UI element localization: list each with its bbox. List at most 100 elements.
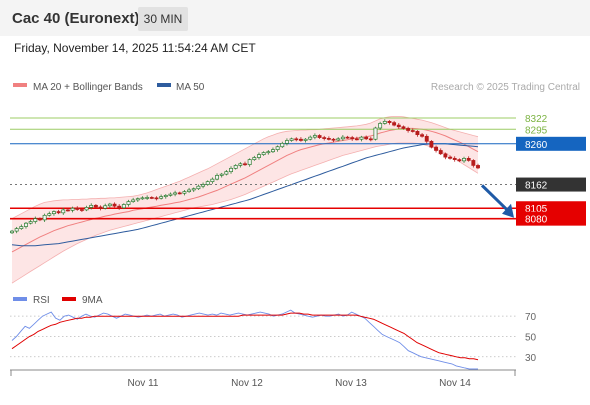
candle-body — [33, 218, 38, 222]
candle-body — [271, 149, 275, 153]
candle-body — [56, 211, 61, 214]
projection-arrow-head — [502, 203, 514, 218]
candle-body — [448, 156, 452, 159]
candle-body — [177, 192, 182, 195]
bollinger-band-fill — [12, 116, 478, 284]
candle-body — [112, 203, 117, 207]
candle-body — [14, 228, 19, 232]
rsi-ma-legend-label: 9MA — [82, 295, 103, 306]
ma20-legend-label: MA 20 + Bollinger Bands — [33, 82, 143, 93]
candle-body — [215, 175, 219, 180]
candle-body — [145, 197, 150, 199]
candle-body — [434, 146, 439, 151]
candle-body — [210, 178, 215, 182]
candle-body — [471, 160, 476, 166]
candle-body — [79, 209, 84, 211]
candle-body — [392, 122, 397, 126]
candle-body — [438, 150, 443, 155]
candle-body — [10, 230, 14, 234]
candle-body — [201, 184, 206, 187]
time-tick-label: Nov 13 — [335, 378, 367, 389]
candle-body — [219, 173, 224, 176]
candle-body — [163, 195, 168, 197]
candle-body — [326, 138, 331, 140]
candle-body — [298, 138, 303, 141]
projection-arrow — [480, 184, 510, 212]
candle-body — [340, 136, 345, 140]
level-label-8260: 8260 — [525, 140, 548, 151]
candle-body — [275, 146, 280, 150]
candle-body — [247, 159, 252, 165]
ma50-legend-label: MA 50 — [176, 82, 205, 93]
candle-body — [126, 201, 131, 205]
candle-body — [61, 209, 66, 214]
rsi-tick-50: 50 — [525, 332, 537, 343]
candle-body — [294, 138, 299, 141]
candle-body — [382, 121, 387, 124]
level-label-8322: 8322 — [525, 114, 548, 125]
candle-body — [284, 140, 289, 144]
candle-body — [51, 211, 56, 215]
candle-body — [38, 218, 42, 221]
rsi-legend-swatch — [13, 297, 27, 301]
candle-body — [238, 163, 243, 166]
candle-body — [187, 189, 192, 192]
candle-body — [93, 204, 98, 208]
rsi-line — [11, 309, 478, 370]
rsi-tick-70: 70 — [525, 312, 537, 323]
candle-body — [154, 197, 159, 200]
timeframe-badge[interactable]: 30 MIN — [138, 7, 188, 31]
candle-body — [70, 207, 75, 211]
candle-body — [331, 138, 336, 141]
candle-body — [252, 157, 257, 160]
candle-body — [261, 152, 266, 155]
candle-body — [75, 207, 80, 210]
candle-body — [173, 192, 178, 195]
candle-body — [280, 143, 285, 148]
candle-body — [406, 128, 411, 131]
level-label-8105: 8105 — [525, 204, 548, 215]
ma50-legend-swatch — [157, 83, 171, 87]
candle-body — [196, 185, 201, 190]
candle-body — [42, 214, 47, 221]
rsi-legend-label: RSI — [33, 295, 50, 306]
candle-body — [378, 123, 383, 129]
candle-body — [452, 158, 457, 160]
candle-body — [19, 226, 24, 229]
level-label-8162: 8162 — [525, 181, 548, 192]
ma20-line — [11, 127, 479, 253]
candle-body — [84, 207, 89, 211]
candle-body — [429, 140, 434, 148]
candle-body — [345, 136, 350, 139]
candle-body — [131, 199, 136, 202]
chart-credit: Research © 2025 Trading Central — [431, 82, 580, 93]
level-badge-8162 — [516, 177, 586, 192]
level-badge-8260 — [516, 136, 586, 151]
candle-body — [476, 165, 480, 169]
candle-body — [28, 221, 33, 224]
candle-body — [191, 188, 196, 191]
rsi-tick-30: 30 — [525, 353, 537, 364]
candle-body — [396, 124, 401, 128]
level-badge-8080 — [516, 211, 586, 226]
candle-body — [420, 134, 425, 137]
level-label-8080: 8080 — [525, 215, 548, 226]
candle-body — [65, 209, 70, 212]
candle-body — [168, 193, 173, 196]
ma50-line — [11, 143, 479, 247]
bollinger-upper-line — [11, 116, 479, 219]
level-label-8295: 8295 — [525, 125, 548, 136]
candle-body — [336, 138, 341, 141]
candle-body — [462, 158, 466, 162]
price-chart: MA 20 + Bollinger Bands MA 50 Research ©… — [10, 82, 586, 389]
candle-body — [373, 127, 378, 140]
time-axis: Nov 11 Nov 12 Nov 13 Nov 14 — [10, 369, 516, 389]
ma20-legend-swatch — [13, 83, 27, 87]
candle-body — [257, 154, 261, 158]
candle-body — [289, 138, 294, 141]
candle-body — [415, 130, 420, 136]
time-tick-label: Nov 11 — [128, 378, 159, 389]
candle-body — [224, 171, 229, 175]
candle-body — [121, 204, 126, 209]
candle-body — [457, 159, 462, 162]
